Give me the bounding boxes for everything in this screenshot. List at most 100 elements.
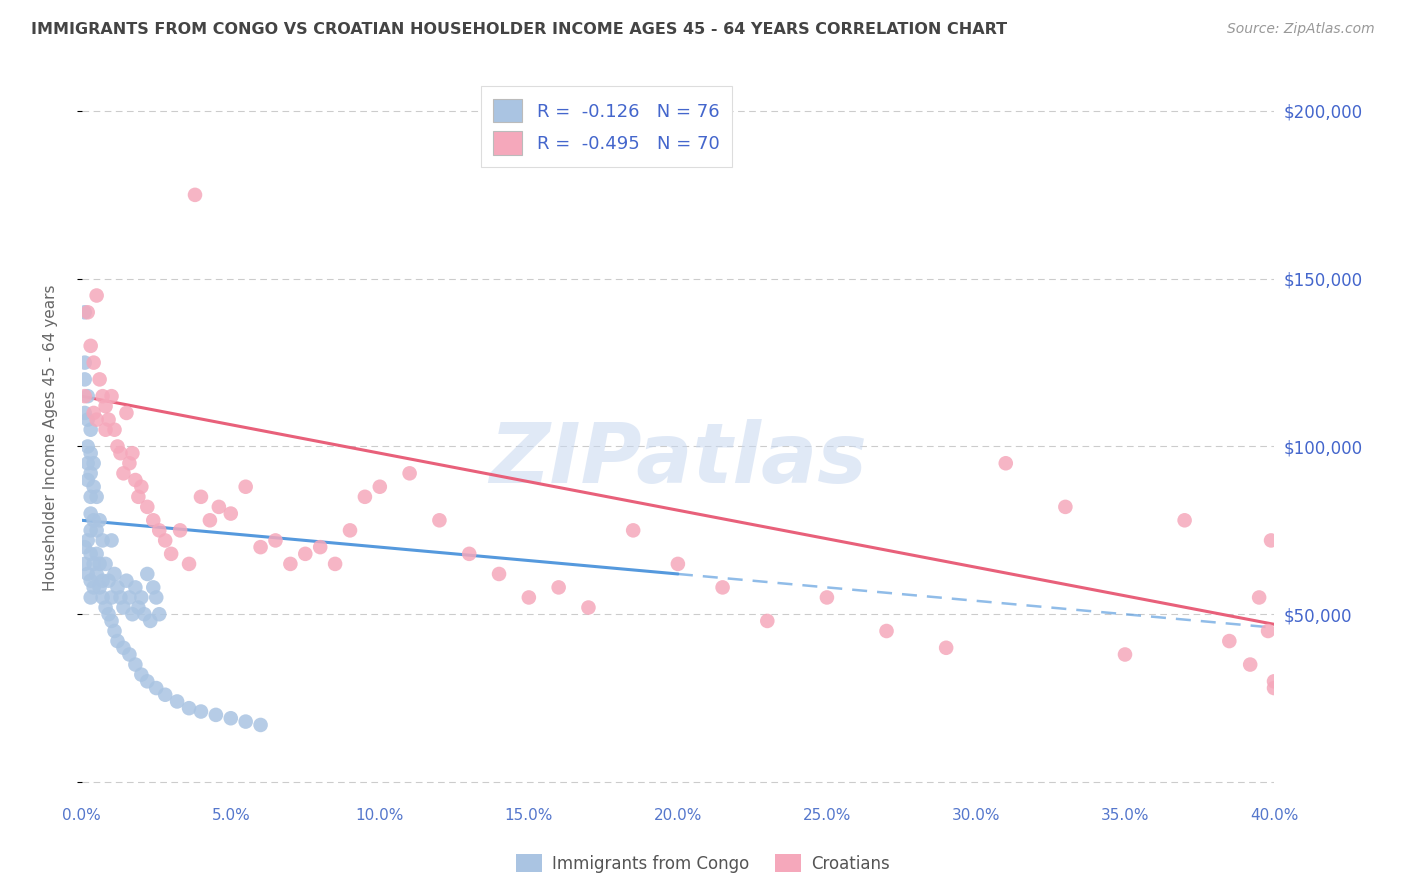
Point xyxy=(205,707,228,722)
Point xyxy=(79,574,101,588)
Point xyxy=(91,591,114,605)
Point xyxy=(76,440,98,454)
Point xyxy=(153,533,176,548)
Point xyxy=(83,356,105,370)
Point xyxy=(1263,681,1285,695)
Point xyxy=(177,557,200,571)
Point xyxy=(1257,624,1279,638)
Point xyxy=(76,389,98,403)
Point xyxy=(517,591,540,605)
Point xyxy=(145,681,167,695)
Point xyxy=(621,524,644,538)
Point xyxy=(121,446,143,460)
Point xyxy=(73,557,96,571)
Point xyxy=(339,524,361,538)
Point xyxy=(112,600,135,615)
Point xyxy=(131,480,153,494)
Point xyxy=(73,305,96,319)
Point xyxy=(235,480,257,494)
Point xyxy=(86,288,108,302)
Point xyxy=(89,581,111,595)
Point xyxy=(131,667,153,681)
Point xyxy=(73,356,96,370)
Point xyxy=(91,389,114,403)
Point xyxy=(100,591,122,605)
Point xyxy=(73,406,96,420)
Point xyxy=(160,547,183,561)
Point xyxy=(86,412,108,426)
Point xyxy=(107,581,129,595)
Point xyxy=(86,566,108,581)
Point xyxy=(1218,634,1240,648)
Point xyxy=(91,533,114,548)
Point xyxy=(112,640,135,655)
Point xyxy=(83,513,105,527)
Point xyxy=(83,581,105,595)
Point xyxy=(139,614,162,628)
Point xyxy=(1249,591,1271,605)
Point xyxy=(280,557,302,571)
Point xyxy=(100,389,122,403)
Point xyxy=(711,581,734,595)
Point xyxy=(309,540,332,554)
Point xyxy=(1239,657,1261,672)
Point xyxy=(1054,500,1077,514)
Point xyxy=(91,574,114,588)
Point xyxy=(79,446,101,460)
Text: Source: ZipAtlas.com: Source: ZipAtlas.com xyxy=(1227,22,1375,37)
Point xyxy=(815,591,838,605)
Point xyxy=(148,524,170,538)
Point xyxy=(1114,648,1136,662)
Point xyxy=(166,694,188,708)
Point xyxy=(142,581,165,595)
Point xyxy=(110,591,132,605)
Point xyxy=(118,648,141,662)
Point xyxy=(83,480,105,494)
Point xyxy=(73,389,96,403)
Point xyxy=(131,591,153,605)
Point xyxy=(73,540,96,554)
Point xyxy=(97,574,120,588)
Point xyxy=(148,607,170,622)
Point xyxy=(153,688,176,702)
Point xyxy=(127,490,149,504)
Point xyxy=(115,406,138,420)
Point xyxy=(429,513,451,527)
Point xyxy=(1263,674,1285,689)
Point xyxy=(488,566,510,581)
Point xyxy=(294,547,316,561)
Point xyxy=(89,513,111,527)
Point xyxy=(198,513,221,527)
Point xyxy=(76,412,98,426)
Legend: R =  -0.126   N = 76, R =  -0.495   N = 70: R = -0.126 N = 76, R = -0.495 N = 70 xyxy=(481,87,733,167)
Point xyxy=(323,557,346,571)
Point xyxy=(177,701,200,715)
Point xyxy=(86,547,108,561)
Point xyxy=(76,566,98,581)
Point xyxy=(124,581,146,595)
Point xyxy=(86,490,108,504)
Point xyxy=(249,718,271,732)
Point xyxy=(115,574,138,588)
Point xyxy=(124,657,146,672)
Point xyxy=(100,614,122,628)
Point xyxy=(79,423,101,437)
Text: ZIPatlas: ZIPatlas xyxy=(489,419,868,500)
Point xyxy=(79,490,101,504)
Point xyxy=(1174,513,1197,527)
Point xyxy=(249,540,271,554)
Point xyxy=(79,524,101,538)
Point xyxy=(79,591,101,605)
Point xyxy=(100,533,122,548)
Point xyxy=(103,566,125,581)
Point xyxy=(79,507,101,521)
Point xyxy=(97,607,120,622)
Point xyxy=(94,399,117,413)
Point xyxy=(994,456,1017,470)
Point xyxy=(1260,533,1282,548)
Point xyxy=(79,339,101,353)
Point xyxy=(94,557,117,571)
Point xyxy=(83,406,105,420)
Point xyxy=(118,456,141,470)
Point xyxy=(354,490,377,504)
